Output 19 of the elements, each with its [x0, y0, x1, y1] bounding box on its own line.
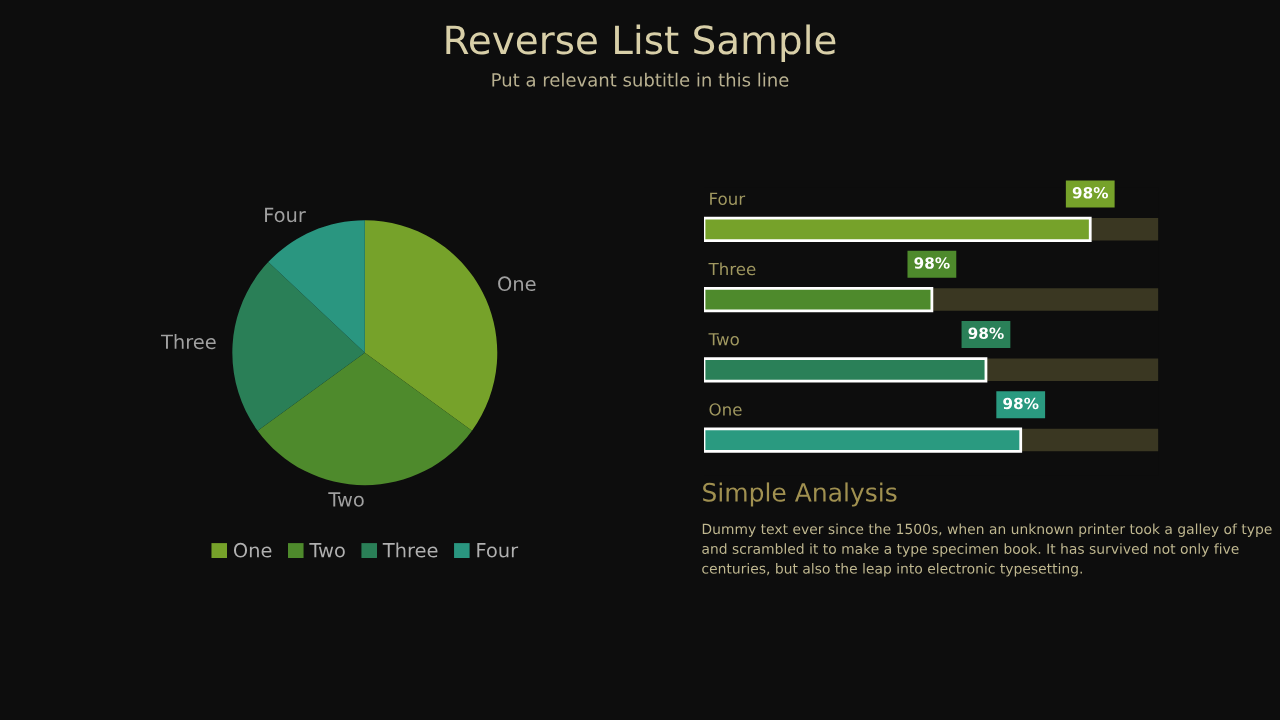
text: Reverse List Sample — [446, 24, 836, 63]
y-tick-label: Four — [710, 192, 746, 206]
slice-label: Three — [160, 334, 216, 350]
slice-label: Four — [265, 207, 306, 223]
y-tick-label: One — [709, 403, 742, 416]
legend-label: One — [233, 542, 272, 558]
y-tick-label: Three — [708, 262, 756, 276]
slice-label: Two — [328, 492, 364, 507]
pie-slice — [364, 220, 498, 431]
text: Put a relevant subtitle in this line — [492, 72, 789, 87]
legend-label: Four — [477, 543, 519, 558]
pie-slice — [268, 220, 365, 353]
slice-label: One — [498, 276, 536, 292]
text: Simple Analysis — [703, 482, 897, 507]
legend-label: Three — [382, 542, 438, 558]
y-tick-label: Two — [708, 333, 739, 346]
pie-slice — [232, 262, 365, 431]
pie-slice — [257, 352, 472, 486]
legend-label: Two — [309, 543, 345, 558]
